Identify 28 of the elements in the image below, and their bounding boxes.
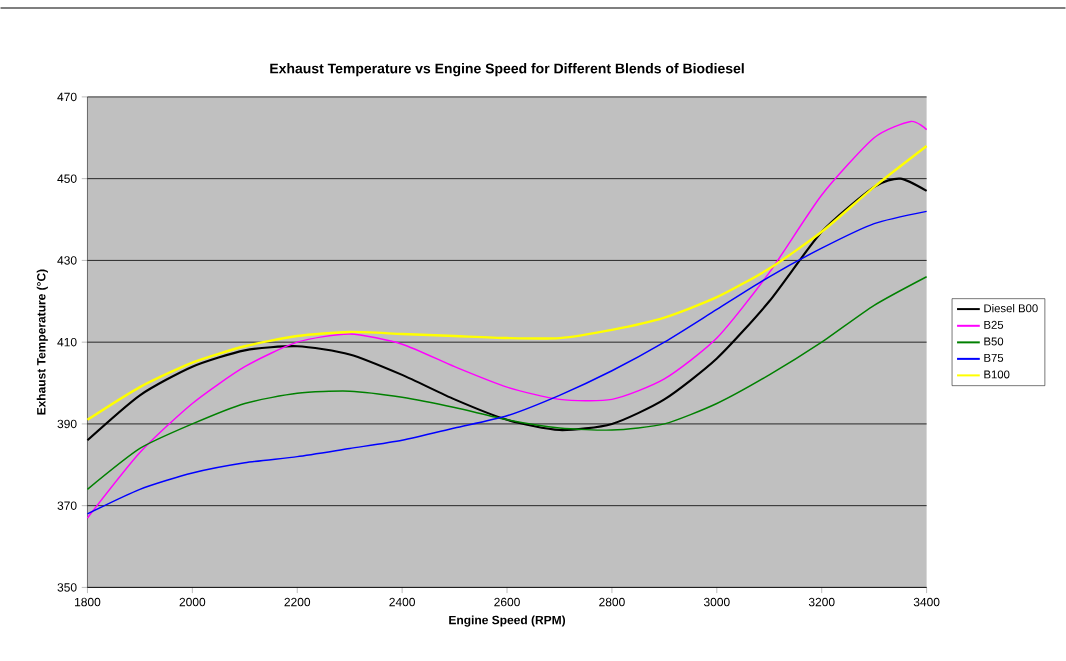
legend-label: B100 <box>984 370 1010 379</box>
x-tick-label: 3000 <box>703 597 730 607</box>
legend-label: B50 <box>984 337 1004 346</box>
x-axis-title: Engine Speed (RPM) <box>449 615 566 627</box>
x-tick-label: 3400 <box>913 597 940 607</box>
line-series <box>86 120 928 519</box>
x-tick-label: 3200 <box>808 597 835 607</box>
x-tick-label: 2200 <box>284 597 311 607</box>
y-tick-label: 370 <box>57 501 77 510</box>
y-tick-label: 450 <box>57 174 77 183</box>
chart-title: Exhaust Temperature vs Engine Speed for Different Blends of Biodiesel <box>270 62 744 77</box>
y-tick-label: 390 <box>57 419 77 428</box>
y-tick-label: 470 <box>57 92 77 101</box>
y-tick-label: 350 <box>57 583 77 592</box>
line-series <box>86 275 928 490</box>
x-tick-label: 1800 <box>75 597 101 607</box>
legend-label: Diesel B00 <box>984 303 1038 313</box>
line-series <box>86 144 928 421</box>
line-series <box>86 210 928 515</box>
x-tick-label: 2000 <box>179 597 206 607</box>
x-tick-label: 2400 <box>389 597 415 607</box>
x-tick-label: 2800 <box>599 597 625 607</box>
y-tick-label: 410 <box>57 337 77 347</box>
legend-label: B75 <box>984 353 1004 362</box>
y-tick-label: 430 <box>57 255 77 265</box>
x-tick-label: 2600 <box>494 597 520 607</box>
y-axis-title: Exhaust Temperature (°C) <box>36 269 48 415</box>
legend-label: B25 <box>984 320 1004 329</box>
